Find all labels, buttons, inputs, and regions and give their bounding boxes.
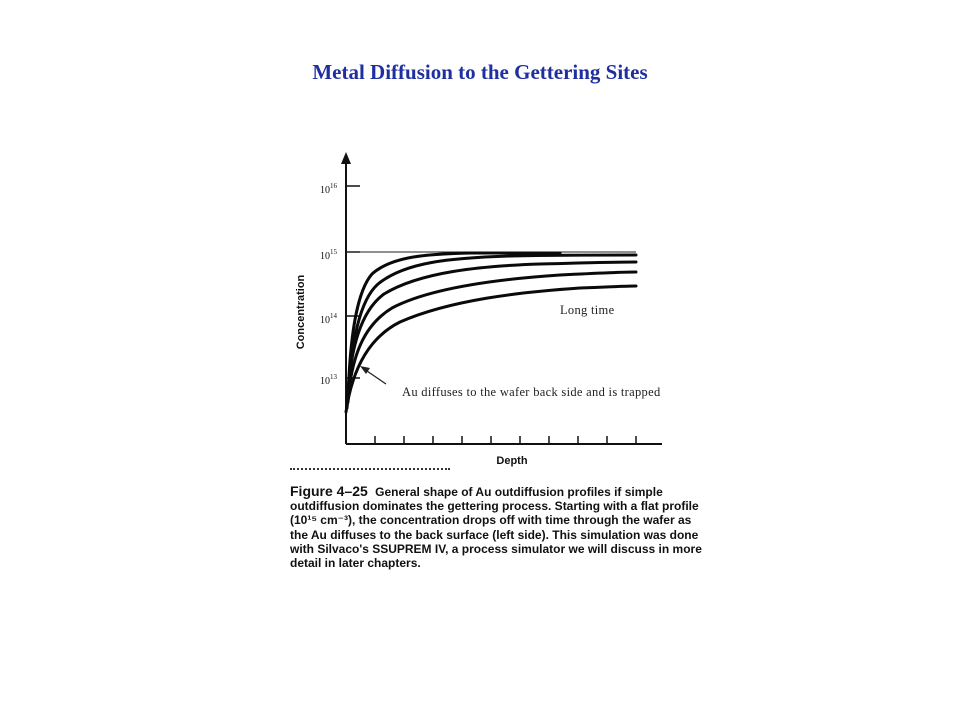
y-axis-label: Concentration xyxy=(295,274,307,349)
x-tick-marks xyxy=(374,436,637,444)
profile-curves xyxy=(344,251,638,414)
profile-curve-5 xyxy=(344,284,638,414)
figure-caption: Figure 4–25 General shape of Au outdiffu… xyxy=(290,484,710,570)
slide-title: Metal Diffusion to the Gettering Sites xyxy=(312,60,648,84)
y-tick-label-1e15: 1015 xyxy=(320,248,338,262)
y-tick-label-1e13: 1013 xyxy=(320,373,338,387)
profile-curve-1 xyxy=(346,251,562,402)
y-axis-arrow xyxy=(341,152,351,164)
y-tick-labels: 1016 1015 1014 1013 xyxy=(320,182,338,387)
axes xyxy=(341,152,662,445)
caption-figure-label: Figure 4–25 xyxy=(290,483,368,499)
x-axis-label: Depth xyxy=(496,455,527,467)
au-trapped-label: Au diffuses to the wafer back side and i… xyxy=(402,385,661,399)
y-tick-label-1e14: 1014 xyxy=(320,312,338,326)
y-tick-label-1e16: 1016 xyxy=(320,182,338,196)
profile-curve-3 xyxy=(345,260,638,407)
caption-separator xyxy=(290,468,450,470)
profile-curve-2 xyxy=(346,253,638,404)
arrow-head xyxy=(360,366,370,374)
caption-text: General shape of Au outdiffusion profile… xyxy=(290,485,702,571)
trapped-arrow xyxy=(360,366,387,385)
long-time-label: Long time xyxy=(560,303,615,317)
profile-curve-4 xyxy=(345,270,638,410)
